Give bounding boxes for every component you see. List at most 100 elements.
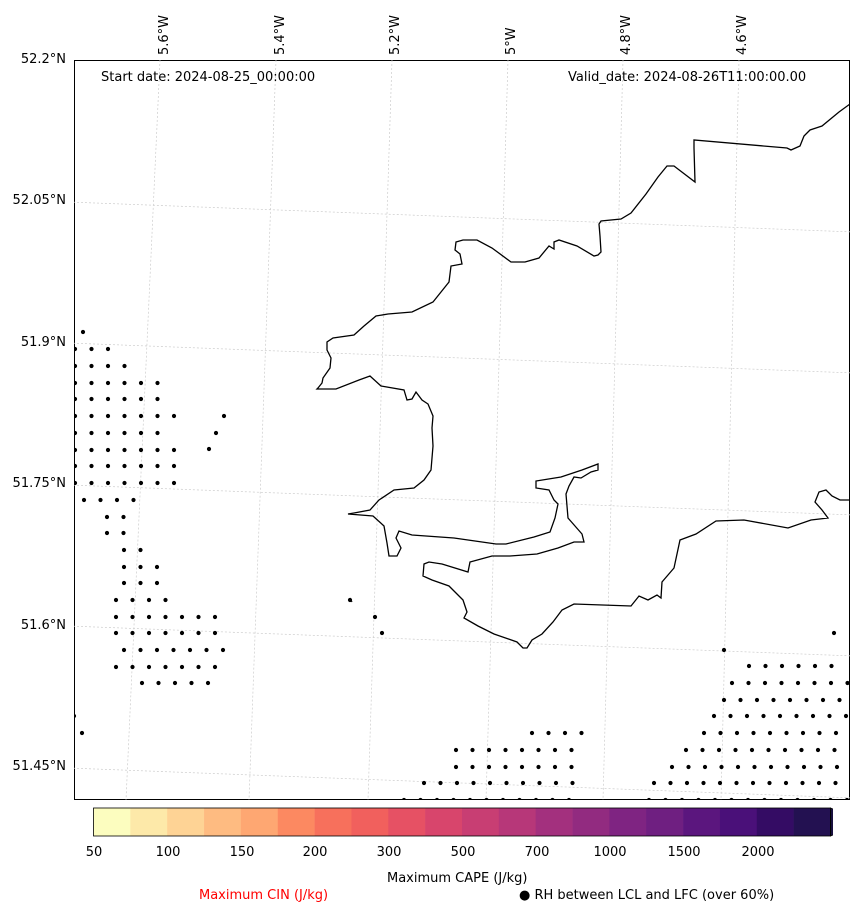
stipple-dot bbox=[74, 346, 78, 352]
stipple-dot bbox=[171, 480, 177, 486]
stipple-dot bbox=[487, 780, 493, 786]
rh-marker-icon: ● bbox=[519, 888, 531, 903]
stipple-dot bbox=[750, 780, 756, 786]
stipple-dot bbox=[716, 747, 722, 753]
stipple-dot bbox=[729, 680, 735, 686]
stipple-dot bbox=[138, 430, 144, 436]
stipple-dot bbox=[113, 597, 119, 603]
stipple-dot bbox=[122, 447, 127, 453]
stipple-dot bbox=[800, 730, 806, 736]
stipple-dot bbox=[486, 764, 492, 770]
stipple-dot bbox=[138, 480, 144, 486]
stipple-dot bbox=[794, 713, 799, 719]
stipple-dot bbox=[471, 780, 476, 786]
stipple-dot bbox=[779, 680, 784, 686]
stipple-dot bbox=[700, 747, 705, 753]
stipple-dot bbox=[196, 630, 201, 636]
stipple-dot bbox=[844, 797, 850, 800]
stipple-dot bbox=[837, 697, 842, 703]
stipple-dot bbox=[89, 413, 94, 419]
stipple-dot bbox=[89, 346, 94, 352]
stipple-dot bbox=[536, 747, 541, 753]
lat-label-51-45: 51.45°N bbox=[12, 759, 66, 774]
stipple-dot bbox=[470, 764, 475, 770]
stipple-dot bbox=[418, 797, 423, 800]
stipple-dot bbox=[733, 747, 738, 753]
stipple-dot bbox=[454, 780, 460, 786]
colorbar-segment bbox=[204, 808, 242, 836]
stipple-dot bbox=[179, 664, 185, 670]
stipple-dot bbox=[683, 747, 689, 753]
stipple-dot bbox=[701, 730, 707, 736]
stipple-dot bbox=[746, 680, 751, 686]
stipple-dot bbox=[734, 730, 740, 736]
stipple-dot bbox=[763, 663, 768, 669]
stipple-dot bbox=[785, 764, 790, 770]
stipple-dot bbox=[811, 797, 817, 800]
lat-label-51-6: 51.6°N bbox=[20, 618, 66, 633]
stipple-dot bbox=[504, 780, 509, 786]
stipple-dot bbox=[155, 463, 160, 469]
stipple-dot bbox=[105, 480, 111, 486]
stipple-dot bbox=[89, 380, 94, 386]
stipple-dot bbox=[519, 747, 525, 753]
stipple-dot bbox=[155, 396, 160, 402]
stipple-dot bbox=[771, 697, 776, 703]
colorbar-segment bbox=[756, 808, 794, 836]
stipple-dot bbox=[778, 797, 784, 800]
stipple-dot bbox=[121, 564, 127, 570]
stipple-dot bbox=[696, 797, 701, 800]
stipple-dot bbox=[536, 764, 541, 770]
stipple-dot bbox=[820, 697, 826, 703]
stipple-dot bbox=[762, 680, 768, 686]
stipple-dot bbox=[453, 764, 459, 770]
stipple-dot bbox=[795, 797, 800, 800]
stipple-dot bbox=[779, 663, 785, 669]
stipple-dot bbox=[796, 663, 801, 669]
stipple-dot bbox=[799, 747, 804, 753]
stipple-dot bbox=[113, 614, 119, 620]
colorbar-segment bbox=[572, 808, 610, 836]
stipple-dot bbox=[751, 730, 756, 736]
stipple-dot bbox=[138, 463, 144, 469]
stipple-dot bbox=[546, 730, 551, 736]
stipple-dot bbox=[138, 396, 144, 402]
stipple-dot bbox=[721, 647, 727, 653]
stipple-dot bbox=[122, 363, 127, 369]
stipple-dot bbox=[787, 697, 793, 703]
stipple-dot bbox=[744, 713, 750, 719]
colorbar-title: Maximum CAPE (J/kg) bbox=[387, 871, 528, 886]
stipple-dot bbox=[105, 346, 111, 352]
stipple-dot bbox=[196, 664, 201, 670]
stipple-dot bbox=[421, 780, 427, 786]
stipple-dot bbox=[105, 380, 111, 386]
stipple-dot bbox=[754, 697, 760, 703]
cb-tick-500: 500 bbox=[450, 845, 476, 860]
stipple-dot bbox=[702, 764, 708, 770]
stipple-dot bbox=[745, 797, 751, 800]
stipple-dot bbox=[684, 780, 690, 786]
stipple-dot bbox=[74, 363, 78, 369]
stipple-dot bbox=[171, 413, 177, 419]
stipple-dot bbox=[829, 663, 834, 669]
stipple-dot bbox=[569, 764, 574, 770]
stipple-dot bbox=[105, 396, 111, 402]
stipple-dot bbox=[552, 747, 558, 753]
stipple-dot bbox=[500, 797, 506, 800]
stipple-dot bbox=[486, 747, 492, 753]
stipple-dot bbox=[220, 647, 226, 653]
stipple-dot bbox=[155, 413, 160, 419]
stipple-dot bbox=[550, 797, 555, 800]
stipple-dot bbox=[828, 797, 833, 800]
stipple-dot bbox=[529, 730, 535, 736]
stipple-dot bbox=[470, 747, 475, 753]
stipple-dot bbox=[121, 580, 127, 586]
stipple-dot bbox=[669, 764, 675, 770]
stipple-dot bbox=[212, 664, 218, 670]
lon-label-4-8: 4.8°W bbox=[619, 14, 634, 55]
stipple-dot bbox=[105, 463, 111, 469]
colorbar-outline bbox=[93, 807, 831, 837]
stipple-dot bbox=[204, 647, 209, 653]
stipple-dot bbox=[89, 480, 94, 486]
lat-label-52-2: 52.2°N bbox=[20, 52, 66, 67]
